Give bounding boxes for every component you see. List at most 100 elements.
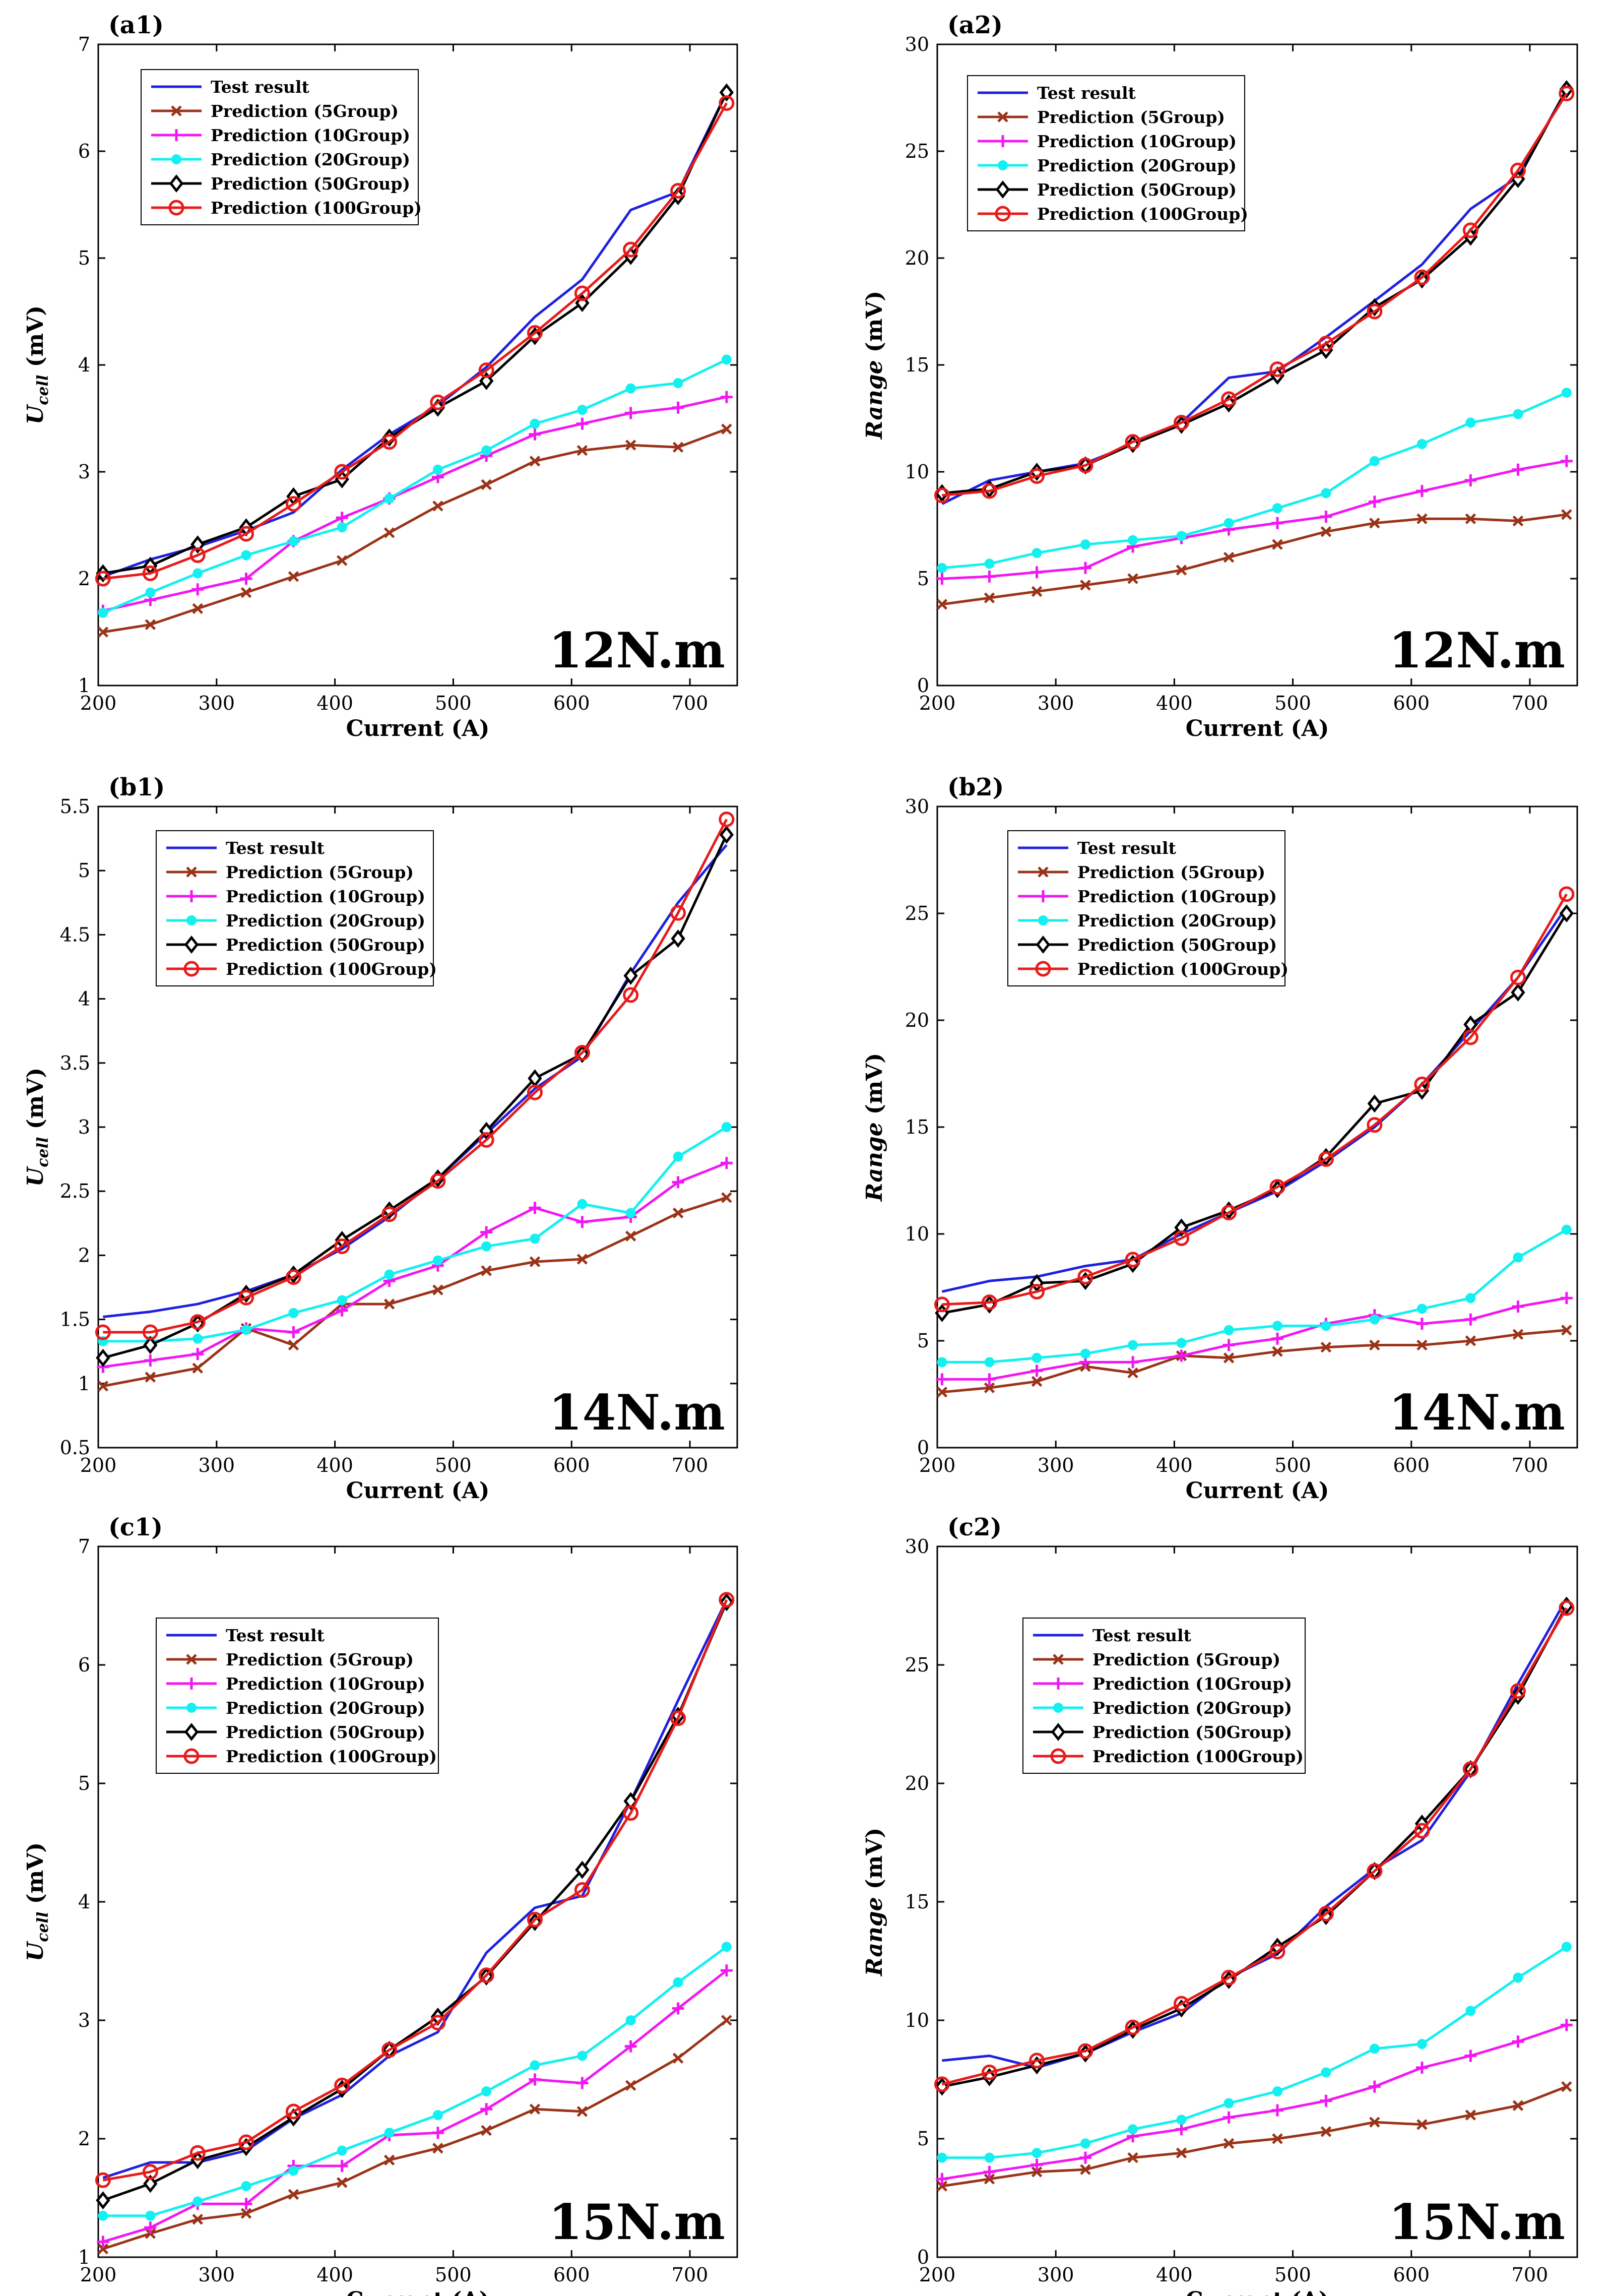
marker-s2-p3 (240, 2198, 252, 2210)
series-g10 (97, 1157, 733, 1373)
marker-s2-p4 (1127, 1356, 1139, 1369)
marker-s5-p11 (623, 1805, 639, 1821)
y-tick-label: 4 (78, 354, 90, 376)
legend-entry-test: Test result (1092, 1626, 1192, 1645)
x-axis-label: Current (A) (1186, 2287, 1329, 2296)
y-tick-label: 25 (905, 140, 929, 162)
marker-s5-p4 (1125, 434, 1141, 450)
marker-s3-p6 (1223, 1325, 1234, 1335)
series-g5 (97, 2015, 732, 2255)
marker-s3-p13 (721, 1942, 732, 1952)
x-tick-label: 400 (1156, 692, 1193, 714)
marker-s4-pleg (184, 935, 199, 954)
panel-label: (c1) (108, 1513, 163, 1541)
marker-s5-p11 (623, 987, 639, 1003)
x-tick-label: 600 (553, 2264, 590, 2286)
marker-s4-p1 (143, 2175, 158, 2193)
y-axis-label-sub: cell (34, 1912, 52, 1942)
x-axis-label: Current (A) (346, 2287, 490, 2296)
marker-s5-p5 (1173, 1996, 1189, 2012)
series-g5 (97, 423, 732, 638)
y-axis-label-main: Range (862, 1122, 887, 1202)
marker-s5-pleg (168, 200, 184, 216)
series-line-g100 (941, 1607, 1568, 2086)
x-tick-label: 500 (1274, 2264, 1311, 2286)
marker-s1-p4 (1127, 573, 1138, 584)
x-tick-label: 700 (1512, 692, 1549, 714)
marker-s5-p2 (189, 547, 206, 563)
legend-entry-g20: Prediction (20Group) (1092, 1698, 1292, 1718)
marker-s1-p8 (1320, 1341, 1332, 1353)
series-g100 (934, 86, 1575, 504)
marker-s5-p8 (1318, 1906, 1334, 1921)
marker-s2-p9 (1368, 2080, 1381, 2093)
marker-s2-p10 (576, 1216, 589, 1228)
legend-box (141, 69, 419, 225)
marker-s3-p5 (337, 2145, 347, 2156)
marker-s2-p1 (983, 2165, 996, 2178)
torque-condition-label: 12N.m (1389, 622, 1565, 679)
y-axis-label: Range (mV) (862, 1053, 887, 1203)
legend-entry-g50: Prediction (50Group) (226, 935, 425, 955)
series-line-test (102, 1599, 728, 2179)
y-tick-label: 3.5 (60, 1052, 90, 1074)
marker-s2-p13 (1560, 1292, 1573, 1305)
y-tick-label: 10 (905, 2009, 929, 2031)
legend-entry-g50: Prediction (50Group) (1092, 1722, 1292, 1742)
x-tick-label: 500 (435, 1454, 472, 1476)
marker-s2-p11 (624, 407, 637, 419)
marker-s2-p1 (144, 1354, 157, 1367)
legend-entry-g100: Prediction (100Group) (226, 959, 437, 979)
x-tick-label: 200 (919, 1454, 956, 1476)
marker-s3-p9 (1369, 1314, 1380, 1325)
marker-s3-p8 (1321, 488, 1331, 499)
marker-s1-p5 (336, 2177, 348, 2188)
marker-s3-p13 (1561, 1224, 1572, 1235)
marker-s3-p1 (984, 2152, 995, 2163)
marker-s5-p12 (1510, 162, 1526, 178)
marker-s5-p10 (574, 1044, 590, 1061)
marker-s3-p11 (625, 383, 636, 394)
x-tick-label: 500 (1274, 692, 1311, 714)
marker-s2-p2 (191, 583, 204, 596)
marker-s3-p3 (1080, 2138, 1090, 2149)
marker-s3-p13 (721, 1122, 732, 1132)
marker-s5-p7 (1269, 361, 1285, 377)
y-tick-label: 6 (78, 140, 90, 162)
x-tick-label: 200 (80, 692, 117, 714)
marker-s2-p3 (1079, 562, 1091, 574)
y-tick-label: 0 (917, 1437, 929, 1459)
marker-s1-pleg (171, 105, 182, 116)
y-tick-label: 4 (78, 988, 90, 1010)
marker-s3-p10 (577, 1199, 588, 1209)
y-tick-label: 1 (78, 1373, 90, 1395)
marker-s2-p2 (1031, 1364, 1043, 1377)
y-axis-label-sub: cell (34, 375, 52, 405)
marker-s5-p10 (1414, 1076, 1430, 1092)
marker-s5-p6 (1221, 1205, 1237, 1221)
marker-s1-p11 (1465, 513, 1476, 525)
y-tick-label: 7 (78, 33, 90, 55)
legend-entry-test: Test result (1037, 83, 1136, 103)
marker-s3-p5 (1176, 1338, 1187, 1348)
series-line-g100 (103, 819, 728, 1334)
panel-label: (a2) (947, 11, 1003, 39)
x-tick-label: 300 (199, 2264, 235, 2286)
marker-s3-p1 (984, 559, 995, 569)
marker-s5-p9 (1367, 1863, 1383, 1879)
legend-entry-g5: Prediction (5Group) (211, 101, 399, 121)
torque-condition-label: 12N.m (549, 622, 725, 679)
x-tick-label: 700 (1512, 2264, 1549, 2286)
x-axis-label: Current (A) (1186, 716, 1329, 741)
series-line-g5 (102, 2019, 728, 2250)
legend-entry-g20: Prediction (20Group) (1037, 156, 1237, 175)
marker-s1-p1 (984, 2174, 995, 2185)
marker-s2-p13 (720, 391, 733, 403)
legend-entry-g50: Prediction (50Group) (1037, 180, 1237, 200)
series-line-test (941, 906, 1568, 1293)
y-tick-label: 1.5 (60, 1309, 90, 1331)
marker-s3-p3 (241, 550, 251, 561)
marker-s1-p10 (576, 2106, 588, 2117)
y-tick-label: 30 (905, 33, 929, 55)
marker-s5-pleg (183, 1748, 200, 1764)
